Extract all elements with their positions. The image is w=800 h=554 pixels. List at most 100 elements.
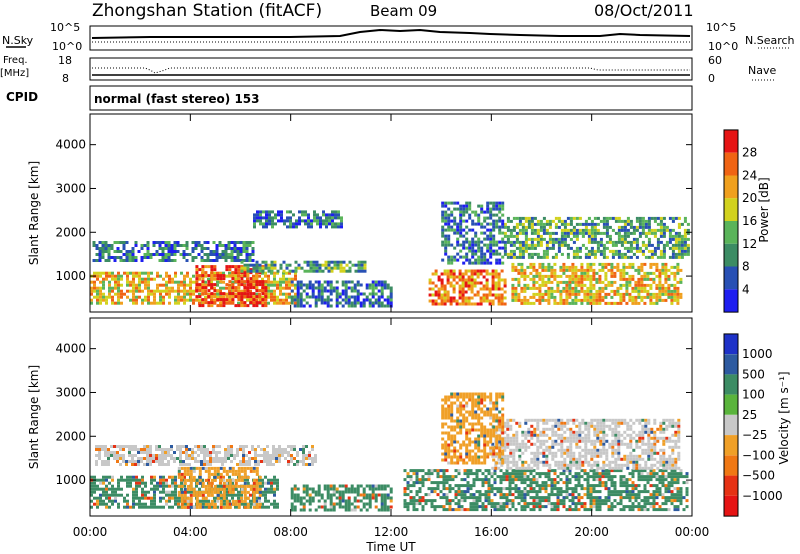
heatmap-cell [637, 469, 641, 473]
heatmap-cell [233, 256, 237, 259]
heatmap-cell [500, 299, 504, 303]
heatmap-cell [116, 256, 120, 259]
heatmap-cell [664, 280, 668, 284]
heatmap-cell [658, 283, 662, 287]
heatmap-cell [533, 216, 537, 220]
heatmap-cell [671, 252, 675, 256]
heatmap-cell [610, 271, 614, 275]
heatmap-cell [574, 280, 578, 284]
heatmap-cell [441, 228, 445, 232]
heatmap-cell [386, 301, 390, 305]
heatmap-cell [291, 277, 294, 281]
heatmap-cell [486, 204, 490, 208]
heatmap-cell [282, 269, 286, 273]
heatmap-cell [622, 475, 626, 479]
heatmap-cell [496, 475, 500, 479]
heatmap-cell [246, 304, 250, 308]
heatmap-cell [547, 496, 551, 500]
heatmap-cell [102, 490, 105, 494]
heatmap-cell [248, 253, 252, 256]
heatmap-cell [447, 201, 451, 205]
heatmap-cell [631, 502, 635, 506]
heatmap-cell [271, 216, 274, 220]
heatmap-cell [90, 505, 93, 509]
heatmap-cell [168, 292, 171, 296]
heatmap-cell [440, 293, 444, 297]
heatmap-cell [668, 228, 672, 232]
heatmap-cell [209, 457, 212, 460]
heatmap-cell [461, 275, 465, 279]
heatmap-cell [174, 481, 177, 485]
heatmap-cell [236, 256, 240, 259]
heatmap-cell [290, 490, 294, 494]
heatmap-cell [149, 448, 152, 451]
heatmap-cell [227, 247, 231, 250]
heatmap-cell [296, 304, 300, 308]
heatmap-cell [505, 472, 509, 476]
heatmap-cell [204, 469, 208, 473]
heatmap-cell [350, 301, 354, 305]
heatmap-cell [237, 295, 241, 299]
heatmap-cell [276, 487, 279, 491]
heatmap-cell [147, 298, 150, 302]
heatmap-cell [225, 298, 229, 302]
heatmap-cell [659, 225, 663, 229]
heatmap-cell [452, 269, 456, 273]
heatmap-cell [252, 277, 256, 281]
heatmap-cell [622, 496, 626, 500]
heatmap-cell [222, 499, 225, 503]
heatmap-cell [577, 289, 581, 293]
heatmap-cell [637, 277, 641, 281]
heatmap-cell [377, 487, 381, 491]
heatmap-cell [586, 277, 590, 281]
heatmap-cell [607, 499, 611, 503]
heatmap-cell [664, 286, 668, 290]
heatmap-cell [305, 301, 309, 305]
heatmap-cell [268, 216, 271, 220]
heatmap-cell [231, 487, 235, 491]
heatmap-cell [595, 478, 599, 482]
heatmap-cell [598, 286, 602, 290]
heatmap-cell [237, 289, 240, 293]
heatmap-cell [111, 499, 114, 503]
heatmap-cell [590, 234, 594, 238]
heatmap-cell [496, 490, 500, 494]
heatmap-cell [524, 246, 528, 250]
heatmap-cell [261, 502, 264, 506]
heatmap-cell [601, 481, 605, 485]
heatmap-cell [508, 499, 512, 503]
heatmap-cell [595, 289, 599, 293]
heatmap-cell [532, 286, 536, 290]
heatmap-cell [380, 292, 384, 296]
heatmap-cell [299, 292, 303, 296]
heatmap-cell [661, 283, 665, 287]
heatmap-cell [511, 277, 515, 281]
heatmap-cell [467, 296, 471, 300]
heatmap-cell [126, 499, 129, 503]
heatmap-cell [92, 241, 96, 244]
heatmap-cell [539, 222, 543, 226]
heatmap-cell [161, 241, 165, 244]
heatmap-cell [530, 219, 534, 223]
heatmap-cell [258, 280, 262, 284]
heatmap-cell [255, 266, 259, 270]
heatmap-cell [144, 496, 147, 500]
heatmap-cell [216, 274, 220, 278]
heatmap-cell [613, 292, 617, 296]
heatmap-cell [230, 454, 233, 457]
heatmap-cell [649, 469, 653, 473]
heatmap-cell [634, 493, 638, 497]
heatmap-cell [228, 301, 232, 305]
heatmap-cell [276, 269, 280, 273]
heatmap-cell [649, 298, 653, 302]
heatmap-cell [210, 505, 213, 509]
heatmap-cell [219, 475, 222, 479]
heatmap-cell [595, 280, 599, 284]
heatmap-cell [246, 502, 250, 506]
heatmap-cell [590, 222, 594, 226]
heatmap-cell [403, 478, 407, 482]
heatmap-cell [444, 246, 448, 250]
heatmap-cell [539, 243, 543, 247]
heatmap-cell [617, 234, 621, 238]
heatmap-cell [483, 237, 487, 241]
